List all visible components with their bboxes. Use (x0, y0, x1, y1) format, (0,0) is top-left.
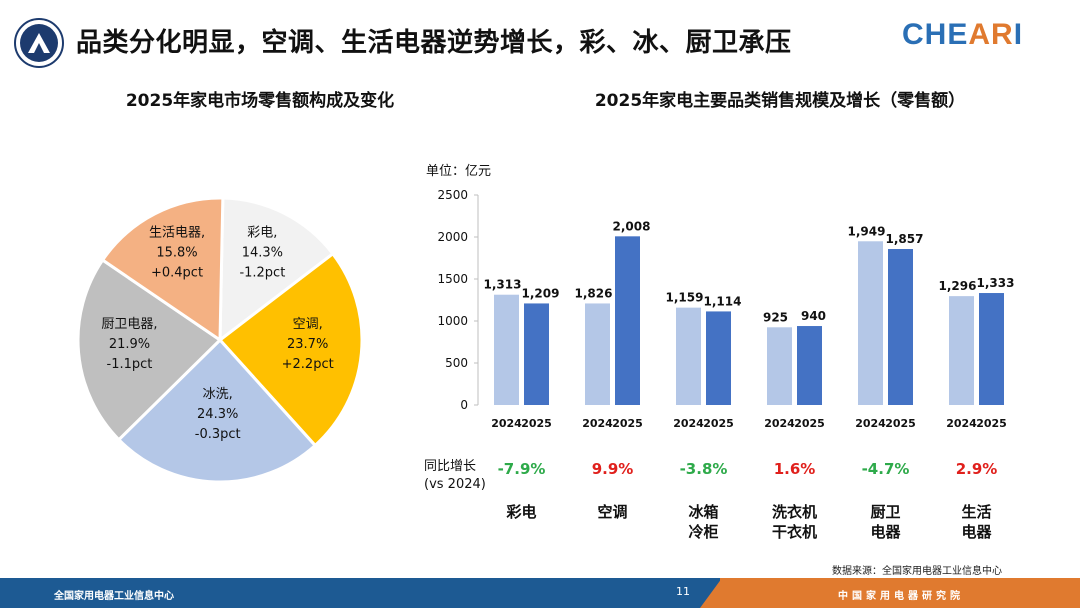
year-label: 2024 (491, 417, 522, 430)
bar-value-label: 1,313 (484, 278, 522, 292)
pie-slice-label: 冰洗, 24.3% -0.3pct (195, 387, 241, 442)
y-tick-label: 2500 (437, 188, 468, 202)
yoy-label: 同比增长 (vs 2024) (424, 459, 486, 492)
bar-2025 (706, 311, 731, 405)
y-tick-label: 500 (445, 356, 468, 370)
bar-value-label: 1,333 (977, 276, 1015, 290)
category-label: 生活 电器 (961, 503, 992, 541)
footer-organization: 全国家用电器工业信息中心 (54, 591, 174, 602)
yoy-value: -4.7% (861, 460, 910, 478)
bar-chart-title: 2025年家电主要品类销售规模及增长（零售额） (594, 91, 966, 111)
bar-value-label: 1,857 (886, 232, 924, 246)
footer-divider (700, 578, 722, 608)
category-sales-bar-chart: 0 500 1000 1500 2000 2500 1,313 2024 1,209 2025 1,… (437, 188, 1015, 430)
footer-bar-right (720, 578, 1080, 608)
slide-header: 品类分化明显，空调、生活电器逆势增长，彩、冰、厨卫承压 CHEARI (0, 0, 1080, 80)
unit-label: 单位：亿元 (426, 164, 492, 179)
yoy-value: -3.8% (679, 460, 728, 478)
category-label: 冰箱 冷柜 (688, 503, 719, 541)
y-tick-label: 1500 (437, 272, 468, 286)
bar-value-label: 940 (801, 309, 826, 323)
bar-value-label: 1,114 (704, 294, 742, 308)
data-source: 数据来源：全国家用电器工业信息中心 (832, 566, 1002, 577)
bar-2024 (858, 241, 883, 405)
year-label: 2024 (946, 417, 977, 430)
page-number: 11 (676, 585, 690, 598)
category-label: 彩电 (506, 503, 537, 521)
bar-2025 (797, 326, 822, 405)
pie-slice (76, 257, 223, 442)
year-label: 2025 (521, 417, 552, 430)
year-label: 2025 (976, 417, 1007, 430)
retail-share-pie-chart: 彩电, 14.3% -1.2pct 空调, 23.7% +2.2pct 冰洗, 24.3% -0… (76, 196, 364, 484)
bar-2025 (524, 303, 549, 405)
y-tick-label: 2000 (437, 230, 468, 244)
y-tick-label: 1000 (437, 314, 468, 328)
yoy-value: -7.9% (497, 460, 546, 478)
bar-value-label: 1,209 (522, 286, 560, 300)
institute-logo-icon (14, 18, 64, 68)
category-label: 厨卫 电器 (870, 503, 901, 541)
year-label: 2024 (855, 417, 886, 430)
year-label: 2024 (764, 417, 795, 430)
year-label: 2024 (582, 417, 613, 430)
bar-value-label: 1,826 (575, 286, 613, 300)
bar-value-label: 1,949 (848, 224, 886, 238)
pie-slice (116, 337, 318, 484)
year-label: 2025 (703, 417, 734, 430)
yoy-value: 2.9% (955, 460, 998, 478)
year-label: 2024 (673, 417, 704, 430)
page-title: 品类分化明显，空调、生活电器逆势增长，彩、冰、厨卫承压 (76, 28, 792, 58)
year-label: 2025 (885, 417, 916, 430)
cheari-logo: CHEARI (902, 18, 1024, 51)
year-label: 2025 (794, 417, 825, 430)
yoy-value: 1.6% (773, 460, 816, 478)
bar-value-label: 1,159 (666, 291, 704, 305)
year-label: 2025 (612, 417, 643, 430)
bar-2025 (615, 236, 640, 405)
pie-chart-title: 2025年家电市场零售额构成及变化 (125, 91, 395, 111)
y-tick-label: 0 (460, 398, 468, 412)
pie-slice-label: 空调, 23.7% +2.2pct (282, 317, 334, 372)
category-label: 洗衣机 干衣机 (771, 503, 817, 541)
bar-2024 (949, 296, 974, 405)
bar-value-label: 1,296 (939, 279, 977, 293)
bar-2024 (585, 303, 610, 405)
pie-slice-label: 厨卫电器, 21.9% -1.1pct (101, 317, 157, 372)
pie-slice (218, 196, 335, 344)
bar-value-label: 2,008 (613, 219, 651, 233)
pie-slice-label: 生活电器, 15.8% +0.4pct (149, 226, 205, 281)
pie-slice (217, 251, 364, 448)
bar-2025 (888, 249, 913, 405)
bar-2024 (494, 294, 519, 405)
bar-value-label: 925 (763, 310, 788, 324)
category-label: 空调 (597, 503, 628, 521)
bar-2024 (767, 327, 792, 405)
pie-slice-label: 彩电, 14.3% -1.2pct (239, 225, 285, 280)
footer-academy: 中国家用电器研究院 (838, 591, 964, 602)
yoy-value: 9.9% (591, 460, 634, 478)
bar-2024 (676, 307, 701, 405)
pie-slice (100, 196, 225, 343)
bar-2025 (979, 293, 1004, 405)
footer-bar-left (0, 578, 720, 608)
